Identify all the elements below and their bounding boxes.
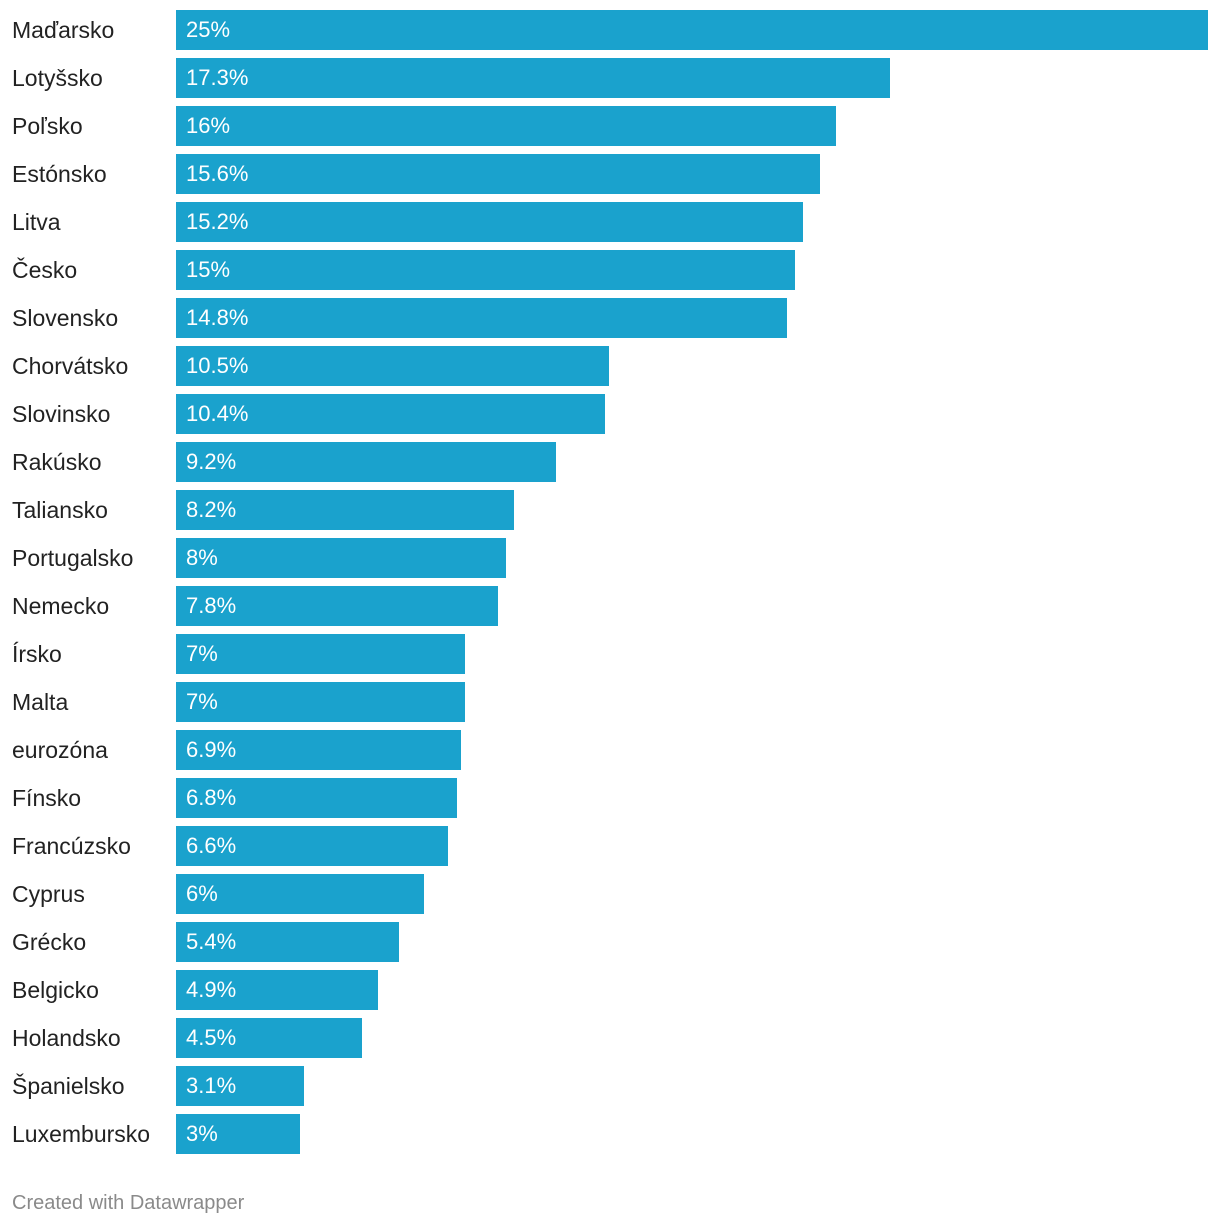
value-label: 5.4%	[186, 929, 237, 954]
category-label: eurozóna	[12, 737, 108, 763]
bar	[176, 346, 609, 386]
value-label: 8%	[186, 545, 218, 570]
bar	[176, 922, 399, 962]
value-label: 6.8%	[186, 785, 237, 810]
category-label: Chorvátsko	[12, 353, 129, 379]
value-label: 25%	[186, 17, 231, 42]
bar	[176, 250, 795, 290]
category-label: Poľsko	[12, 113, 83, 139]
category-label: Estónsko	[12, 161, 107, 187]
bar-row: Estónsko 15.6%	[0, 154, 1220, 194]
bar-row: Írsko 7%	[0, 634, 1220, 674]
bar-row: Grécko 5.4%	[0, 922, 1220, 962]
category-label: Írsko	[12, 641, 62, 667]
category-label: Maďarsko	[12, 17, 115, 43]
bar	[176, 634, 465, 674]
bar-row: Rakúsko 9.2%	[0, 442, 1220, 482]
category-label: Slovensko	[12, 305, 119, 331]
category-label: Belgicko	[12, 977, 99, 1003]
bar	[176, 730, 461, 770]
bar-row: Cyprus 6%	[0, 874, 1220, 914]
credit-text: Created with Datawrapper	[12, 1192, 245, 1214]
bar-row: Fínsko 6.8%	[0, 778, 1220, 818]
bar	[176, 442, 556, 482]
value-label: 3%	[186, 1121, 218, 1146]
bar	[176, 490, 514, 530]
value-label: 15.6%	[186, 161, 249, 186]
category-label: Francúzsko	[12, 833, 131, 859]
value-label: 6%	[186, 881, 218, 906]
bar-row: Luxembursko 3%	[0, 1114, 1220, 1154]
category-label: Fínsko	[12, 785, 82, 811]
bar	[176, 1114, 300, 1154]
bar	[176, 154, 820, 194]
bar-chart: Maďarsko 25% Lotyšsko 17.3% Poľsko 16% Estónsk…	[0, 10, 1220, 1154]
bar-row: Litva 15.2%	[0, 202, 1220, 242]
bar	[176, 538, 506, 578]
category-label: Slovinsko	[12, 401, 111, 427]
bar	[176, 586, 498, 626]
bar	[176, 970, 378, 1010]
category-label: Holandsko	[12, 1025, 121, 1051]
bar-row: eurozóna 6.9%	[0, 730, 1220, 770]
value-label: 3.1%	[186, 1073, 237, 1098]
value-label: 7.8%	[186, 593, 237, 618]
category-label: Taliansko	[12, 497, 108, 523]
bar-row: Slovinsko 10.4%	[0, 394, 1220, 434]
bar	[176, 202, 803, 242]
bar	[176, 1066, 304, 1106]
category-label: Španielsko	[12, 1073, 125, 1099]
bar	[176, 682, 465, 722]
bar	[176, 58, 890, 98]
bar-row: Malta 7%	[0, 682, 1220, 722]
category-label: Rakúsko	[12, 449, 102, 475]
bar-row: Nemecko 7.8%	[0, 586, 1220, 626]
bar	[176, 826, 448, 866]
category-label: Malta	[12, 689, 69, 715]
bar-row: Holandsko 4.5%	[0, 1018, 1220, 1058]
value-label: 10.5%	[186, 353, 249, 378]
bar	[176, 298, 787, 338]
bar-row: Česko 15%	[0, 250, 1220, 290]
bar-row: Taliansko 8.2%	[0, 490, 1220, 530]
bar-row: Belgicko 4.9%	[0, 970, 1220, 1010]
category-label: Nemecko	[12, 593, 110, 619]
category-label: Grécko	[12, 929, 87, 955]
value-label: 4.9%	[186, 977, 237, 1002]
bar-row: Poľsko 16%	[0, 106, 1220, 146]
category-label: Luxembursko	[12, 1121, 151, 1147]
bar-row: Španielsko 3.1%	[0, 1066, 1220, 1106]
value-label: 7%	[186, 689, 218, 714]
value-label: 6.9%	[186, 737, 237, 762]
bar	[176, 10, 1208, 50]
bar	[176, 394, 605, 434]
bar	[176, 106, 836, 146]
value-label: 15.2%	[186, 209, 249, 234]
value-label: 7%	[186, 641, 218, 666]
value-label: 17.3%	[186, 65, 249, 90]
bar-row: Lotyšsko 17.3%	[0, 58, 1220, 98]
category-label: Litva	[12, 209, 61, 235]
value-label: 15%	[186, 257, 231, 282]
value-label: 9.2%	[186, 449, 237, 474]
bar-row: Francúzsko 6.6%	[0, 826, 1220, 866]
value-label: 14.8%	[186, 305, 249, 330]
category-label: Portugalsko	[12, 545, 134, 571]
bar-row: Chorvátsko 10.5%	[0, 346, 1220, 386]
value-label: 10.4%	[186, 401, 249, 426]
value-label: 8.2%	[186, 497, 237, 522]
category-label: Lotyšsko	[12, 65, 103, 91]
bar-row: Slovensko 14.8%	[0, 298, 1220, 338]
category-label: Česko	[12, 257, 78, 283]
bar	[176, 1018, 362, 1058]
category-label: Cyprus	[12, 881, 85, 907]
bar-row: Maďarsko 25%	[0, 10, 1220, 50]
bar	[176, 778, 457, 818]
bar	[176, 874, 424, 914]
value-label: 16%	[186, 113, 231, 138]
value-label: 4.5%	[186, 1025, 237, 1050]
bar-row: Portugalsko 8%	[0, 538, 1220, 578]
value-label: 6.6%	[186, 833, 237, 858]
